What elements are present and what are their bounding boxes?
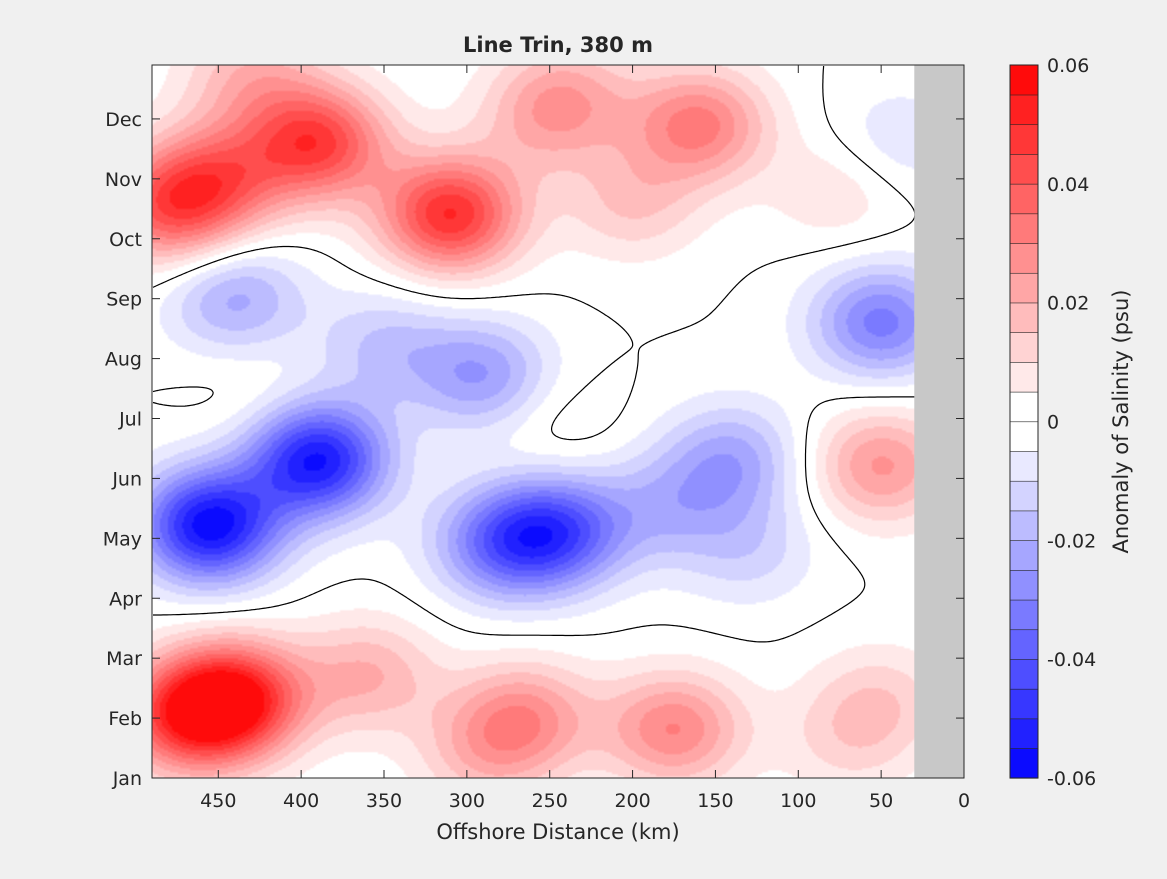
colorbar-segment bbox=[1009, 361, 1039, 393]
zero-contour-lines bbox=[152, 65, 963, 643]
y-tick-label: Jul bbox=[118, 409, 142, 431]
x-tick-label: 200 bbox=[614, 790, 650, 812]
y-tick-label: Jan bbox=[112, 768, 142, 790]
colorbar-segment bbox=[1009, 510, 1039, 541]
colorbar-tick-label: 0 bbox=[1047, 412, 1059, 434]
colorbar-tick-label: 0.02 bbox=[1047, 293, 1089, 315]
colorbar-segment bbox=[1009, 421, 1039, 452]
zero-contour bbox=[152, 65, 963, 643]
colorbar-segment bbox=[1009, 480, 1039, 512]
colorbar-segment bbox=[1009, 332, 1039, 363]
colorbar-segment bbox=[1009, 64, 1039, 96]
y-tick-label: Nov bbox=[105, 169, 142, 191]
x-tick-label: 0 bbox=[958, 790, 970, 812]
x-tick-label: 450 bbox=[200, 790, 236, 812]
colorbar-segment bbox=[1009, 629, 1039, 660]
colorbar-tick-label: 0.06 bbox=[1047, 55, 1089, 77]
colorbar-label: Anomaly of Salinity (psu) bbox=[1109, 289, 1133, 553]
y-tick-label: Aug bbox=[105, 349, 142, 371]
colorbar-segment bbox=[1009, 718, 1039, 749]
y-tick-label: Feb bbox=[108, 708, 142, 730]
y-tick-label: Jun bbox=[111, 468, 142, 490]
colorbar-segment bbox=[1009, 688, 1039, 720]
salinity-anomaly-field bbox=[152, 65, 964, 778]
colorbar-segment bbox=[1009, 272, 1039, 304]
x-axis: 450 400 350 300 250 200 150 100 50 0 bbox=[200, 65, 970, 812]
x-tick-label: 100 bbox=[780, 790, 816, 812]
colorbar-segment bbox=[1009, 599, 1039, 631]
colorbar: -0.06 -0.04 -0.02 0 0.02 0.04 0.06 bbox=[1009, 55, 1096, 790]
colorbar-segment bbox=[1009, 450, 1039, 482]
colorbar-segment bbox=[1009, 124, 1039, 155]
x-tick-label: 300 bbox=[449, 790, 485, 812]
y-tick-label: Apr bbox=[109, 588, 142, 610]
x-tick-label: 250 bbox=[532, 790, 568, 812]
chart-title: Line Trin, 380 m bbox=[463, 33, 653, 57]
colorbar-tick-label: -0.06 bbox=[1047, 768, 1096, 790]
y-tick-label: Mar bbox=[106, 648, 142, 670]
colorbar-segment bbox=[1009, 302, 1039, 333]
x-tick-label: 50 bbox=[869, 790, 893, 812]
plot-frame bbox=[151, 64, 965, 779]
colorbar-tick-label: 0.04 bbox=[1047, 174, 1089, 196]
colorbar-segment bbox=[1009, 153, 1039, 185]
x-tick-label: 150 bbox=[697, 790, 733, 812]
colorbar-segment bbox=[1009, 213, 1039, 244]
y-tick-label: Oct bbox=[109, 229, 142, 251]
x-tick-label: 400 bbox=[283, 790, 319, 812]
colorbar-segment bbox=[1009, 747, 1039, 779]
colorbar-segment bbox=[1009, 569, 1039, 601]
colorbar-segment bbox=[1009, 540, 1039, 571]
colorbar-tick-label: -0.02 bbox=[1047, 530, 1096, 552]
no-data-region bbox=[914, 65, 964, 778]
y-tick-label: Dec bbox=[105, 109, 142, 131]
x-axis-label: Offshore Distance (km) bbox=[436, 820, 679, 844]
colorbar-segment bbox=[1009, 658, 1039, 690]
colorbar-segment bbox=[1009, 94, 1039, 126]
colorbar-segment bbox=[1009, 391, 1039, 423]
x-tick-label: 350 bbox=[366, 790, 402, 812]
colorbar-tick-label: -0.04 bbox=[1047, 649, 1096, 671]
colorbar-segment bbox=[1009, 242, 1039, 274]
colorbar-frame bbox=[1009, 64, 1039, 779]
y-axis: Jan Feb Mar Apr May Jun Jul Aug Sep Oct Nov Dec bbox=[103, 109, 964, 790]
colorbar-segment bbox=[1009, 183, 1039, 215]
y-tick-label: May bbox=[103, 528, 142, 550]
y-tick-label: Sep bbox=[106, 289, 142, 311]
